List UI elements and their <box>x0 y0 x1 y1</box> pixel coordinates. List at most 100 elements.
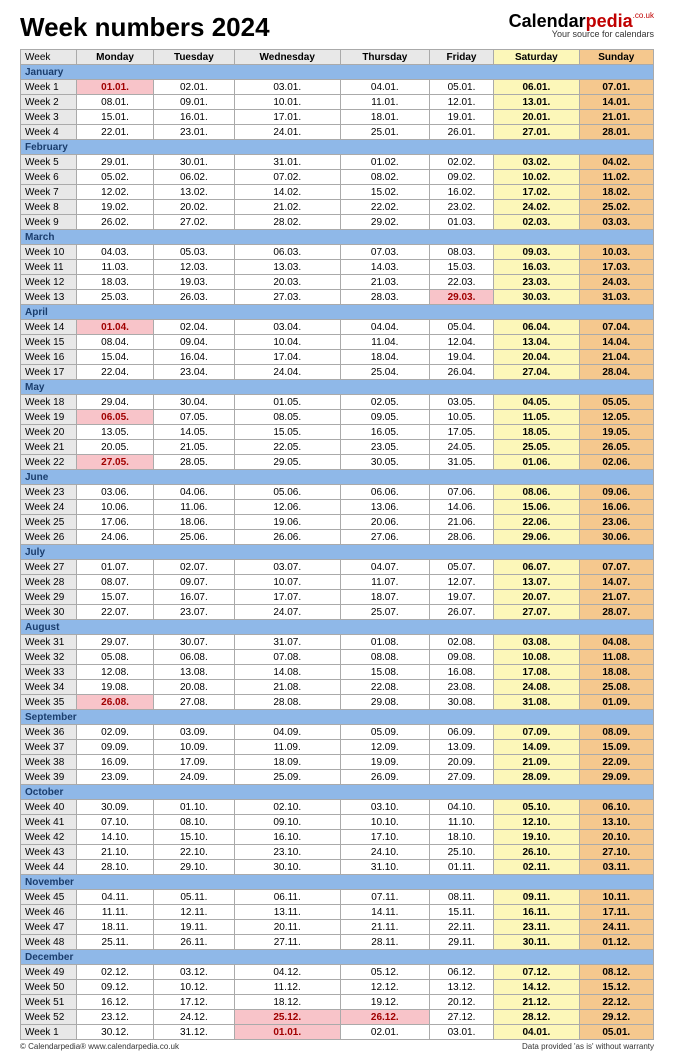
week-label: Week 16 <box>21 350 77 365</box>
day-cell: 13.06. <box>340 500 429 515</box>
day-cell: 17.07. <box>234 590 340 605</box>
day-cell: 08.02. <box>340 170 429 185</box>
day-cell: 02.11. <box>494 860 579 875</box>
day-cell: 22.05. <box>234 440 340 455</box>
day-cell: 31.03. <box>579 290 653 305</box>
day-cell: 07.01. <box>579 80 653 95</box>
week-label: Week 50 <box>21 980 77 995</box>
day-cell: 23.01. <box>154 125 235 140</box>
day-cell: 10.06. <box>77 500 154 515</box>
day-cell: 20.05. <box>77 440 154 455</box>
day-cell: 27.06. <box>340 530 429 545</box>
day-cell: 07.10. <box>77 815 154 830</box>
week-label: Week 28 <box>21 575 77 590</box>
day-cell: 10.12. <box>154 980 235 995</box>
day-cell: 10.07. <box>234 575 340 590</box>
week-label: Week 30 <box>21 605 77 620</box>
week-label: Week 6 <box>21 170 77 185</box>
day-cell: 04.08. <box>579 635 653 650</box>
day-cell: 27.12. <box>429 1010 493 1025</box>
week-label: Week 36 <box>21 725 77 740</box>
week-label: Week 25 <box>21 515 77 530</box>
day-cell: 16.10. <box>234 830 340 845</box>
week-row: Week 4718.11.19.11.20.11.21.11.22.11.23.… <box>21 920 654 935</box>
day-cell: 17.02. <box>494 185 579 200</box>
page-title: Week numbers 2024 <box>20 12 270 43</box>
day-cell: 13.11. <box>234 905 340 920</box>
day-cell: 08.06. <box>494 485 579 500</box>
day-cell: 14.12. <box>494 980 579 995</box>
day-cell: 17.04. <box>234 350 340 365</box>
day-cell: 17.06. <box>77 515 154 530</box>
day-cell: 21.11. <box>340 920 429 935</box>
week-row: Week 1615.04.16.04.17.04.18.04.19.04.20.… <box>21 350 654 365</box>
day-cell: 05.05. <box>579 395 653 410</box>
day-cell: 12.08. <box>77 665 154 680</box>
day-cell: 01.02. <box>340 155 429 170</box>
week-row: Week 130.12.31.12.01.01.02.01.03.01.04.0… <box>21 1025 654 1040</box>
week-label: Week 42 <box>21 830 77 845</box>
day-cell: 09.05. <box>340 410 429 425</box>
day-cell: 26.11. <box>154 935 235 950</box>
day-cell: 21.07. <box>579 590 653 605</box>
day-cell: 23.10. <box>234 845 340 860</box>
day-cell: 18.05. <box>494 425 579 440</box>
day-cell: 30.04. <box>154 395 235 410</box>
day-cell: 29.06. <box>494 530 579 545</box>
month-label: April <box>21 305 654 320</box>
week-row: Week 5223.12.24.12.25.12.26.12.27.12.28.… <box>21 1010 654 1025</box>
day-cell: 15.05. <box>234 425 340 440</box>
day-cell: 05.04. <box>429 320 493 335</box>
day-cell: 21.05. <box>154 440 235 455</box>
week-label: Week 15 <box>21 335 77 350</box>
day-cell: 13.03. <box>234 260 340 275</box>
day-cell: 12.01. <box>429 95 493 110</box>
day-cell: 27.05. <box>77 455 154 470</box>
month-row: December <box>21 950 654 965</box>
week-row: Week 819.02.20.02.21.02.22.02.23.02.24.0… <box>21 200 654 215</box>
week-label: Week 17 <box>21 365 77 380</box>
day-cell: 04.12. <box>234 965 340 980</box>
day-cell: 26.08. <box>77 695 154 710</box>
day-cell: 02.02. <box>429 155 493 170</box>
week-label: Week 21 <box>21 440 77 455</box>
day-cell: 13.09. <box>429 740 493 755</box>
month-label: November <box>21 875 654 890</box>
week-label: Week 37 <box>21 740 77 755</box>
day-cell: 03.03. <box>579 215 653 230</box>
day-cell: 08.09. <box>579 725 653 740</box>
day-cell: 06.04. <box>494 320 579 335</box>
day-cell: 28.11. <box>340 935 429 950</box>
day-cell: 06.11. <box>234 890 340 905</box>
day-cell: 19.08. <box>77 680 154 695</box>
day-cell: 27.03. <box>234 290 340 305</box>
day-cell: 01.08. <box>340 635 429 650</box>
week-label: Week 12 <box>21 275 77 290</box>
week-label: Week 51 <box>21 995 77 1010</box>
day-cell: 19.07. <box>429 590 493 605</box>
day-cell: 30.11. <box>494 935 579 950</box>
day-cell: 05.12. <box>340 965 429 980</box>
day-cell: 13.12. <box>429 980 493 995</box>
day-cell: 28.08. <box>234 695 340 710</box>
day-cell: 03.04. <box>234 320 340 335</box>
day-cell: 22.11. <box>429 920 493 935</box>
day-cell: 18.10. <box>429 830 493 845</box>
day-cell: 25.07. <box>340 605 429 620</box>
day-cell: 10.11. <box>579 890 653 905</box>
month-row: September <box>21 710 654 725</box>
day-cell: 04.01. <box>340 80 429 95</box>
day-cell: 13.07. <box>494 575 579 590</box>
day-cell: 09.06. <box>579 485 653 500</box>
day-cell: 20.01. <box>494 110 579 125</box>
day-cell: 04.07. <box>340 560 429 575</box>
day-cell: 14.02. <box>234 185 340 200</box>
day-cell: 07.09. <box>494 725 579 740</box>
week-label: Week 31 <box>21 635 77 650</box>
day-cell: 04.04. <box>340 320 429 335</box>
week-row: Week 5009.12.10.12.11.12.12.12.13.12.14.… <box>21 980 654 995</box>
footer-left: © Calendarpedia® www.calendarpedia.co.uk <box>20 1042 179 1051</box>
day-cell: 07.07. <box>579 560 653 575</box>
day-cell: 17.05. <box>429 425 493 440</box>
day-cell: 28.09. <box>494 770 579 785</box>
